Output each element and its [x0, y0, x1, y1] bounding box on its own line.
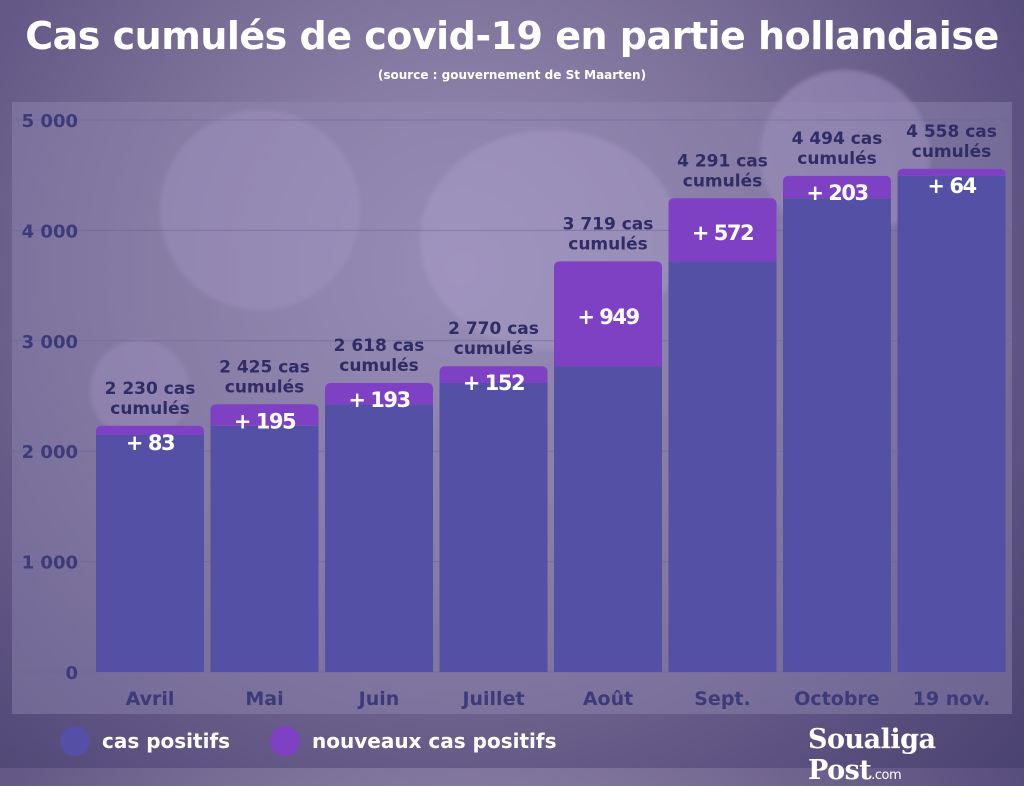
- stacked-bar-chart: 0 1 000 2 000 3 000 4 000 5 000 + 83 2 230 cas…: [12, 102, 1012, 714]
- bar-new: [897, 168, 1006, 176]
- total-label-line2: cumulés: [568, 234, 647, 254]
- legend-new-label: nouveaux cas positifs: [312, 729, 557, 753]
- background-virus-blob: [160, 110, 360, 310]
- x-tick-label: Juin: [357, 688, 400, 710]
- x-tick-label: Sept.: [694, 688, 750, 710]
- bar-positive: [897, 175, 1006, 672]
- chart-subtitle: (source : gouvernement de St Maarten): [377, 68, 647, 82]
- x-tick-label: 19 nov.: [913, 688, 991, 710]
- bar-positive: [439, 382, 548, 672]
- increment-label: + 949: [577, 305, 639, 329]
- increment-label: + 572: [692, 221, 753, 245]
- soualiga-post-logo: Soualiga Post.com: [808, 724, 1024, 786]
- y-tick-label: 3 000: [22, 332, 78, 353]
- bar-new: [210, 404, 319, 426]
- bars: [96, 168, 1006, 672]
- logo-suffix: .com: [871, 768, 902, 783]
- x-tick-label: Octobre: [794, 688, 879, 710]
- bar-new: [325, 382, 433, 405]
- increment-label: + 83: [126, 431, 174, 455]
- bar-positive: [210, 425, 319, 672]
- increment-label: + 203: [806, 181, 867, 205]
- y-tick-label: 2 000: [22, 442, 78, 463]
- bar-positive: [325, 404, 433, 672]
- x-tick-label: Juillet: [460, 688, 524, 710]
- bar-positive: [668, 261, 777, 672]
- increment-label: + 193: [348, 388, 409, 412]
- total-label-line2: cumulés: [110, 399, 189, 419]
- total-label-line2: cumulés: [797, 149, 876, 169]
- bar-new: [783, 175, 891, 199]
- total-label-line1: 4 558 cas: [906, 122, 997, 142]
- bar-new: [439, 366, 548, 383]
- total-label-line1: 2 770 cas: [448, 319, 539, 339]
- bar-positive: [554, 366, 662, 672]
- increment-label: + 152: [463, 371, 524, 395]
- y-tick-label: 5 000: [22, 111, 78, 132]
- increment-label: + 64: [927, 174, 976, 198]
- x-axis-ticks: Avril Mai Juin Juillet Août Sept. Octobre 19 no…: [126, 688, 991, 710]
- total-label-line1: 4 291 cas: [677, 151, 768, 171]
- x-tick-label: Avril: [126, 688, 175, 710]
- total-label-line2: cumulés: [339, 356, 418, 376]
- legend-positive: cas positifs: [60, 726, 230, 756]
- bar-new: [668, 198, 777, 262]
- x-tick-label: Mai: [245, 688, 283, 710]
- bar-new: [96, 425, 204, 435]
- y-axis-ticks: 0 1 000 2 000 3 000 4 000 5 000: [22, 111, 78, 684]
- total-label-line2: cumulés: [683, 171, 762, 191]
- total-label-line1: 2 230 cas: [105, 379, 196, 399]
- total-label-line2: cumulés: [225, 377, 304, 397]
- bar-positive: [783, 198, 891, 672]
- legend-positive-label: cas positifs: [102, 729, 231, 753]
- total-label-line1: 2 618 cas: [334, 336, 425, 356]
- y-tick-label: 4 000: [22, 221, 78, 242]
- total-label-line1: 2 425 cas: [219, 357, 310, 377]
- total-label-line2: cumulés: [912, 142, 991, 162]
- legend-positive-swatch: [60, 726, 90, 756]
- bar-new: [554, 261, 662, 367]
- y-tick-label: 1 000: [22, 553, 78, 574]
- y-tick-label: 0: [65, 663, 78, 684]
- legend-new: nouveaux cas positifs: [270, 726, 556, 756]
- legend-new-swatch: [270, 726, 300, 756]
- chart-title: Cas cumulés de covid-19 en partie hollan…: [25, 14, 999, 58]
- total-label-line2: cumulés: [454, 339, 533, 359]
- total-label-line1: 4 494 cas: [792, 129, 883, 149]
- increment-label: + 195: [234, 409, 296, 433]
- background-virus-blob: [90, 340, 190, 440]
- x-tick-label: Août: [583, 688, 633, 710]
- total-label-line1: 3 719 cas: [563, 214, 654, 234]
- bar-positive: [96, 434, 204, 672]
